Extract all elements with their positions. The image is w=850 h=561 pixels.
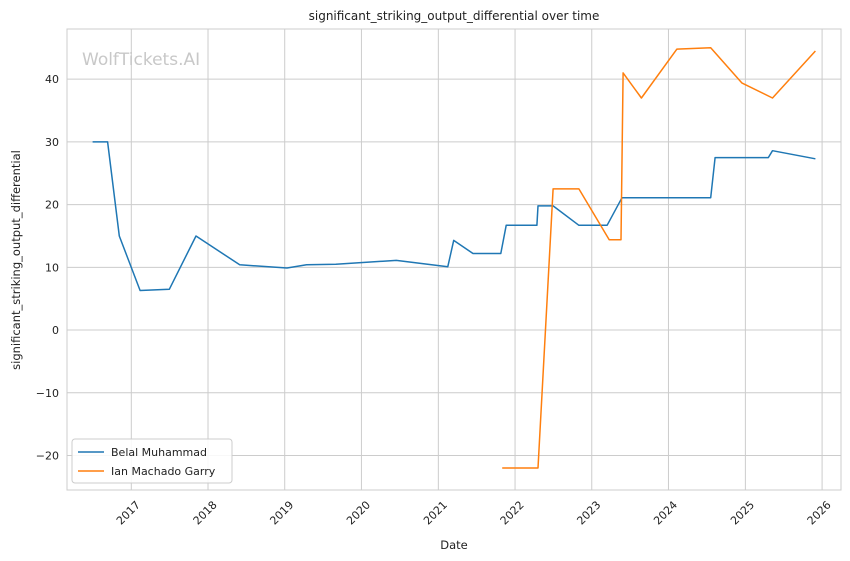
grid bbox=[67, 29, 841, 490]
x-tick-label: 2026 bbox=[805, 498, 834, 527]
y-tick-label: 0 bbox=[52, 324, 59, 337]
y-tick-label: 40 bbox=[45, 73, 59, 86]
chart-title: significant_striking_output_differential… bbox=[309, 9, 600, 23]
x-axis: 2017 2018 2019 2020 2021 2022 2023 2024 2025 2026 bbox=[114, 498, 834, 527]
x-tick-label: 2020 bbox=[344, 498, 373, 527]
series-line-ian-machado-garry bbox=[502, 47, 816, 469]
x-tick-label: 2019 bbox=[267, 498, 296, 527]
y-axis: −20 −10 0 10 20 30 40 bbox=[36, 73, 59, 462]
y-axis-label: significant_striking_output_differential bbox=[9, 150, 23, 370]
x-tick-label: 2025 bbox=[728, 498, 757, 527]
x-tick-label: 2022 bbox=[498, 498, 527, 527]
y-tick-label: −20 bbox=[36, 450, 59, 463]
x-tick-label: 2023 bbox=[574, 498, 603, 527]
series-layer bbox=[92, 47, 816, 469]
watermark: WolfTickets.AI bbox=[82, 50, 200, 70]
x-tick-label: 2017 bbox=[114, 498, 143, 527]
legend-label-ian-machado-garry: Ian Machado Garry bbox=[111, 465, 216, 478]
series-line-belal-muhammad bbox=[92, 141, 816, 292]
y-tick-label: 20 bbox=[45, 199, 59, 212]
legend-label-belal-muhammad: Belal Muhammad bbox=[111, 446, 207, 459]
y-tick-label: 30 bbox=[45, 136, 59, 149]
y-tick-label: −10 bbox=[36, 387, 59, 400]
y-tick-label: 10 bbox=[45, 261, 59, 274]
legend-box bbox=[71, 438, 233, 484]
legend: Belal Muhammad Ian Machado Garry bbox=[71, 438, 233, 484]
x-tick-label: 2024 bbox=[651, 498, 680, 527]
x-tick-label: 2018 bbox=[191, 498, 220, 527]
x-axis-label: Date bbox=[440, 538, 468, 552]
x-tick-label: 2021 bbox=[421, 498, 450, 527]
plot-area bbox=[66, 28, 842, 491]
